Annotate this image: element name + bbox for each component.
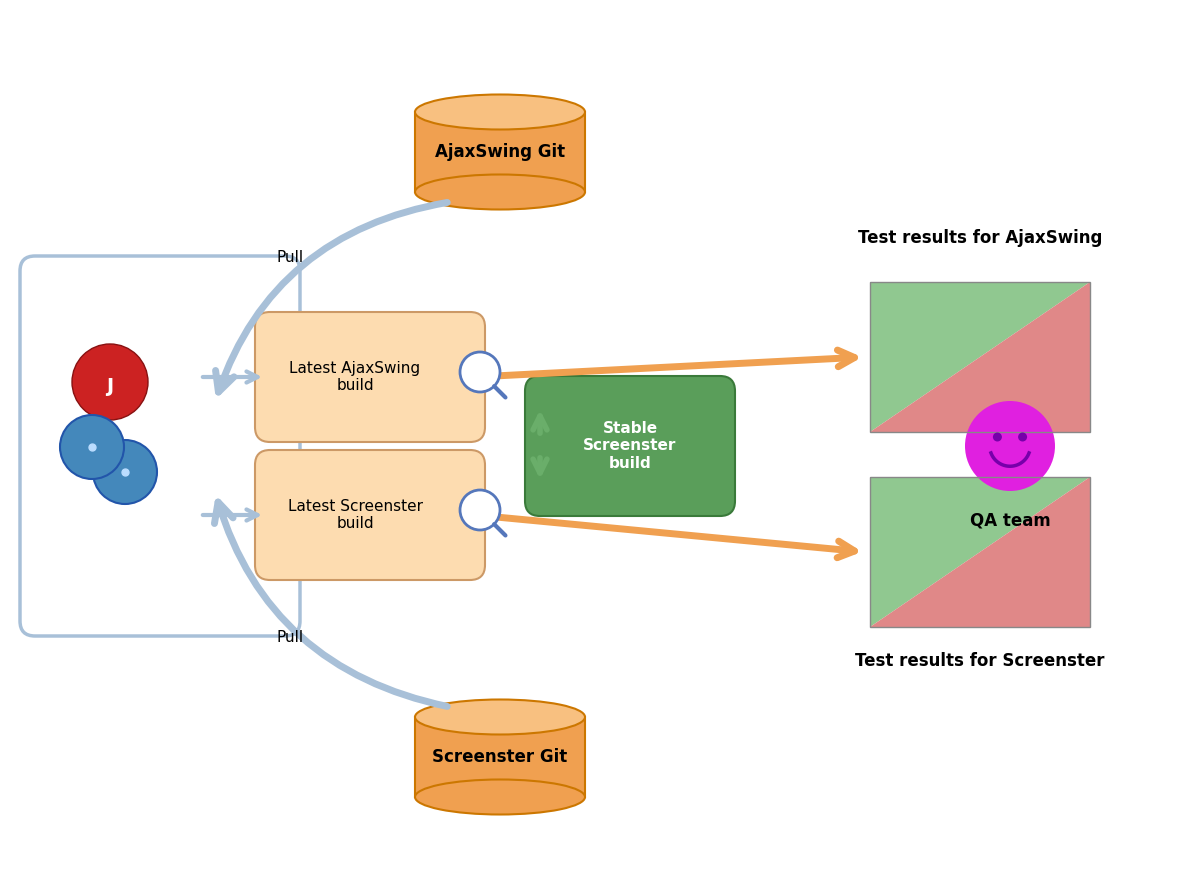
Text: Screenster Git: Screenster Git: [432, 748, 568, 766]
Circle shape: [965, 401, 1055, 491]
Polygon shape: [870, 477, 1090, 627]
FancyBboxPatch shape: [415, 112, 586, 192]
Polygon shape: [870, 282, 1090, 432]
Circle shape: [72, 344, 148, 420]
Text: AjaxSwing Git: AjaxSwing Git: [434, 143, 565, 161]
Text: Pull: Pull: [276, 250, 304, 265]
Polygon shape: [870, 282, 1090, 432]
Text: Test results for Screenster: Test results for Screenster: [856, 652, 1105, 670]
FancyBboxPatch shape: [20, 256, 300, 636]
Ellipse shape: [415, 95, 586, 129]
Circle shape: [94, 440, 157, 504]
Circle shape: [992, 433, 1002, 442]
Circle shape: [460, 490, 500, 530]
Text: QA team: QA team: [970, 511, 1050, 529]
Text: Latest Screenster
build: Latest Screenster build: [288, 499, 422, 532]
Text: Latest AjaxSwing
build: Latest AjaxSwing build: [289, 360, 420, 393]
FancyBboxPatch shape: [256, 312, 485, 442]
Ellipse shape: [415, 699, 586, 734]
Text: Test results for AjaxSwing: Test results for AjaxSwing: [858, 229, 1102, 247]
Polygon shape: [870, 477, 1090, 627]
FancyBboxPatch shape: [256, 450, 485, 580]
Text: Pull: Pull: [276, 630, 304, 645]
Circle shape: [1018, 433, 1027, 442]
FancyBboxPatch shape: [524, 376, 734, 516]
Circle shape: [460, 352, 500, 392]
Bar: [870, 282, 1090, 432]
Text: J: J: [107, 377, 114, 397]
Bar: [870, 477, 1090, 627]
Ellipse shape: [415, 780, 586, 814]
Text: Stable
Screenster
build: Stable Screenster build: [583, 421, 677, 471]
Ellipse shape: [415, 175, 586, 210]
Circle shape: [60, 415, 124, 479]
FancyBboxPatch shape: [415, 717, 586, 797]
